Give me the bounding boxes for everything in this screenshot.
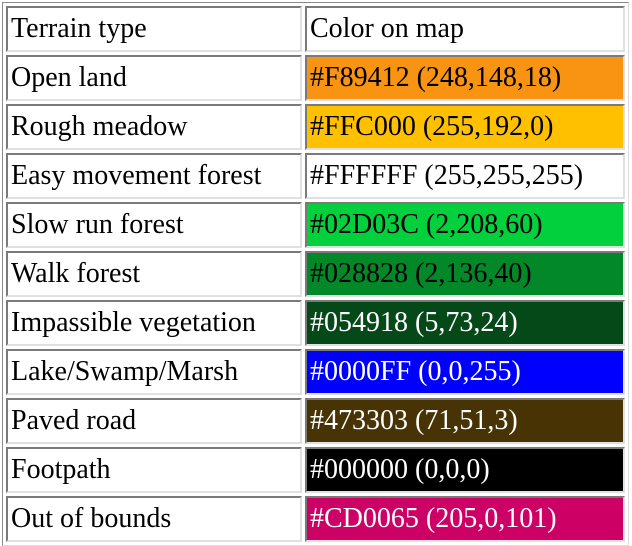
table-row: Impassible vegetation #054918 (5,73,24)	[6, 300, 625, 346]
table-row: Lake/Swamp/Marsh #0000FF (0,0,255)	[6, 349, 625, 395]
terrain-name-cell: Out of bounds	[6, 496, 302, 542]
color-swatch-cell: #FFFFFF (255,255,255)	[305, 153, 625, 199]
color-swatch-cell: #02D03C (2,208,60)	[305, 202, 625, 248]
color-swatch-cell: #054918 (5,73,24)	[305, 300, 625, 346]
table-row: Footpath #000000 (0,0,0)	[6, 447, 625, 493]
color-swatch-cell: #473303 (71,51,3)	[305, 398, 625, 444]
terrain-name-cell: Slow run forest	[6, 202, 302, 248]
color-swatch-cell: #CD0065 (205,0,101)	[305, 496, 625, 542]
table-row: Slow run forest #02D03C (2,208,60)	[6, 202, 625, 248]
table-header-row: Terrain type Color on map	[6, 6, 625, 52]
terrain-name-cell: Footpath	[6, 447, 302, 493]
table-row: Walk forest #028828 (2,136,40)	[6, 251, 625, 297]
table-row: Out of bounds #CD0065 (205,0,101)	[6, 496, 625, 542]
terrain-name-cell: Rough meadow	[6, 104, 302, 150]
terrain-name-cell: Impassible vegetation	[6, 300, 302, 346]
terrain-name-cell: Paved road	[6, 398, 302, 444]
terrain-name-cell: Lake/Swamp/Marsh	[6, 349, 302, 395]
table-row: Easy movement forest #FFFFFF (255,255,25…	[6, 153, 625, 199]
color-swatch-cell: #0000FF (0,0,255)	[305, 349, 625, 395]
table-row: Rough meadow #FFC000 (255,192,0)	[6, 104, 625, 150]
color-swatch-cell: #028828 (2,136,40)	[305, 251, 625, 297]
terrain-name-cell: Easy movement forest	[6, 153, 302, 199]
color-swatch-cell: #F89412 (248,148,18)	[305, 55, 625, 101]
table-row: Paved road #473303 (71,51,3)	[6, 398, 625, 444]
color-swatch-cell: #000000 (0,0,0)	[305, 447, 625, 493]
terrain-name-cell: Walk forest	[6, 251, 302, 297]
table-row: Open land #F89412 (248,148,18)	[6, 55, 625, 101]
header-terrain-type: Terrain type	[6, 6, 302, 52]
color-swatch-cell: #FFC000 (255,192,0)	[305, 104, 625, 150]
terrain-name-cell: Open land	[6, 55, 302, 101]
header-color-on-map: Color on map	[305, 6, 625, 52]
